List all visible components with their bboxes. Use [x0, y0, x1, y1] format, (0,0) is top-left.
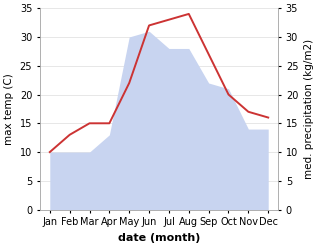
- X-axis label: date (month): date (month): [118, 233, 200, 243]
- Y-axis label: max temp (C): max temp (C): [4, 73, 14, 145]
- Y-axis label: med. precipitation (kg/m2): med. precipitation (kg/m2): [304, 39, 314, 179]
